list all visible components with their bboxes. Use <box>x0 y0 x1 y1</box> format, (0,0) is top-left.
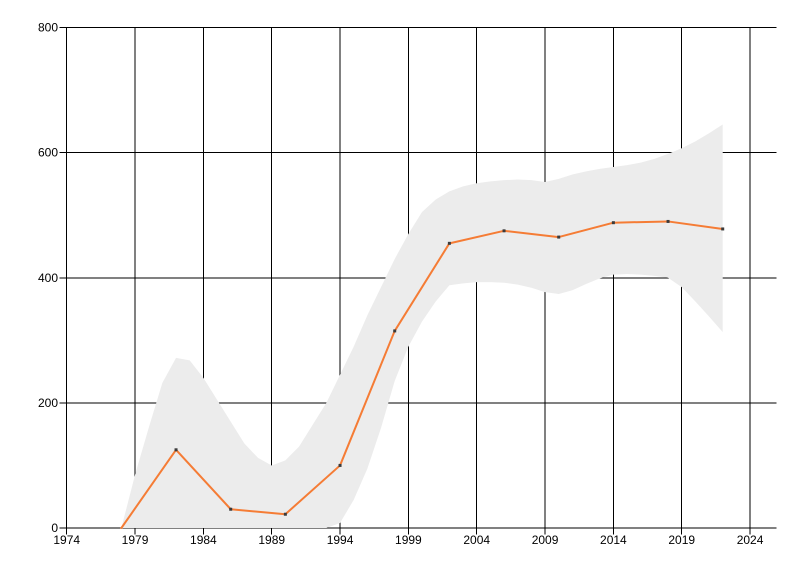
y-axis: 0 200 400 600 800 <box>38 21 67 535</box>
x-tick-label: 2024 <box>737 533 764 547</box>
x-tick-label: 2019 <box>668 533 695 547</box>
x-tick-label: 2014 <box>600 533 627 547</box>
data-point-marker <box>666 219 670 223</box>
y-tick-label: 200 <box>38 396 58 410</box>
data-point-marker <box>447 241 451 245</box>
series-line <box>120 220 724 529</box>
y-tick-label: 0 <box>51 521 58 535</box>
x-axis: 1974 1979 1984 1989 1994 1999 2004 2009 2014 2019… <box>53 528 764 547</box>
data-point-marker <box>283 512 287 516</box>
data-line <box>120 220 724 529</box>
x-tick-label: 1999 <box>395 533 422 547</box>
x-tick-label: 1979 <box>122 533 149 547</box>
data-points <box>174 219 725 516</box>
data-point-marker <box>229 507 233 511</box>
x-tick-label: 1994 <box>327 533 354 547</box>
data-point-marker <box>721 227 725 231</box>
data-point-marker <box>502 229 506 233</box>
data-point-marker <box>393 329 397 333</box>
y-tick-label: 800 <box>38 21 58 35</box>
y-tick-label: 400 <box>38 271 58 285</box>
x-tick-label: 2009 <box>532 533 559 547</box>
data-point-marker <box>174 448 178 452</box>
confidence-band <box>121 124 723 529</box>
x-tick-label: 1974 <box>53 533 80 547</box>
x-tick-label: 1989 <box>258 533 285 547</box>
x-tick-label: 1984 <box>190 533 217 547</box>
data-point-marker <box>338 463 342 467</box>
data-point-marker <box>557 235 561 239</box>
x-tick-label: 2004 <box>463 533 490 547</box>
uncertainty-band-area <box>121 124 723 529</box>
y-tick-label: 600 <box>38 146 58 160</box>
data-point-marker <box>611 221 615 225</box>
